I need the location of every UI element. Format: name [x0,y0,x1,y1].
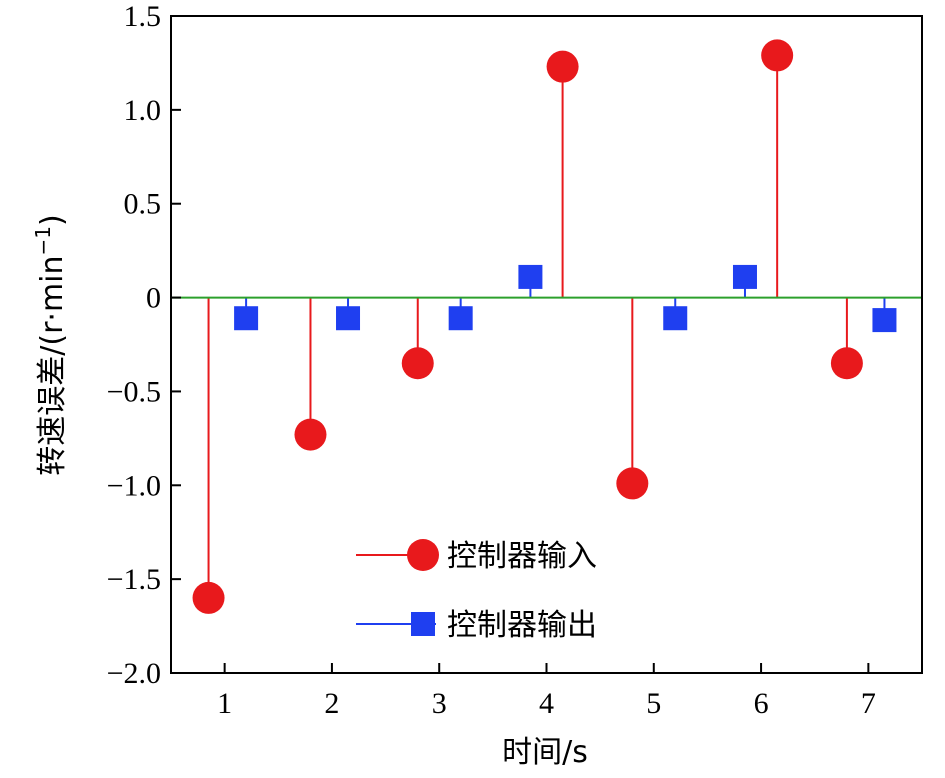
legend: 控制器输入 控制器输出 [356,539,597,643]
x-axis-title: 时间/s [502,735,588,770]
y-tick-label: 1.0 [124,94,162,127]
input-point [761,39,794,72]
output-point [663,306,688,331]
y-tick-label: −2.0 [107,657,161,690]
y-axis-title: 转速误差/(r·min−1) [31,214,70,475]
input-point [192,581,225,614]
x-tick-label: 4 [539,687,554,720]
input-point [616,467,649,500]
y-tick-label: −1.0 [107,469,161,502]
plot-frame [170,15,923,674]
input-point [830,347,863,380]
output-point [336,306,361,331]
y-tick-label: 0 [146,282,161,315]
legend-input-label: 控制器输入 [447,539,597,574]
legend-input-marker [407,539,439,571]
legend-output-marker [411,612,435,636]
input-point [294,418,327,451]
x-tick-label: 5 [646,687,661,720]
input-point [401,347,434,380]
y-axis-title-close: ) [35,214,70,226]
x-tick-label: 1 [217,687,232,720]
plot-layer [171,39,922,614]
y-axis-title-main: 转速误差/(r·min [35,255,70,475]
x-tick-label: 2 [324,687,339,720]
y-tick-label: 0.5 [124,188,162,221]
output-point [732,264,757,289]
y-tick-label: 1.5 [124,0,162,33]
y-tick-label: −0.5 [107,375,161,408]
output-point [518,264,543,289]
output-point [448,306,473,331]
output-point [872,308,897,333]
x-tick-label: 6 [754,687,769,720]
input-point [546,50,579,83]
output-point [234,306,259,331]
y-tick-label: −1.5 [107,563,161,596]
x-tick-label: 3 [432,687,447,720]
x-tick-label: 7 [861,687,876,720]
axes-layer: 1.5 1.0 0.5 0 −0.5 −1.0 −1.5 −2.0 1 2 3 4 5 6 7 [107,0,876,720]
y-axis-title-sup: −1 [31,226,55,255]
legend-output-label: 控制器输出 [447,608,597,643]
